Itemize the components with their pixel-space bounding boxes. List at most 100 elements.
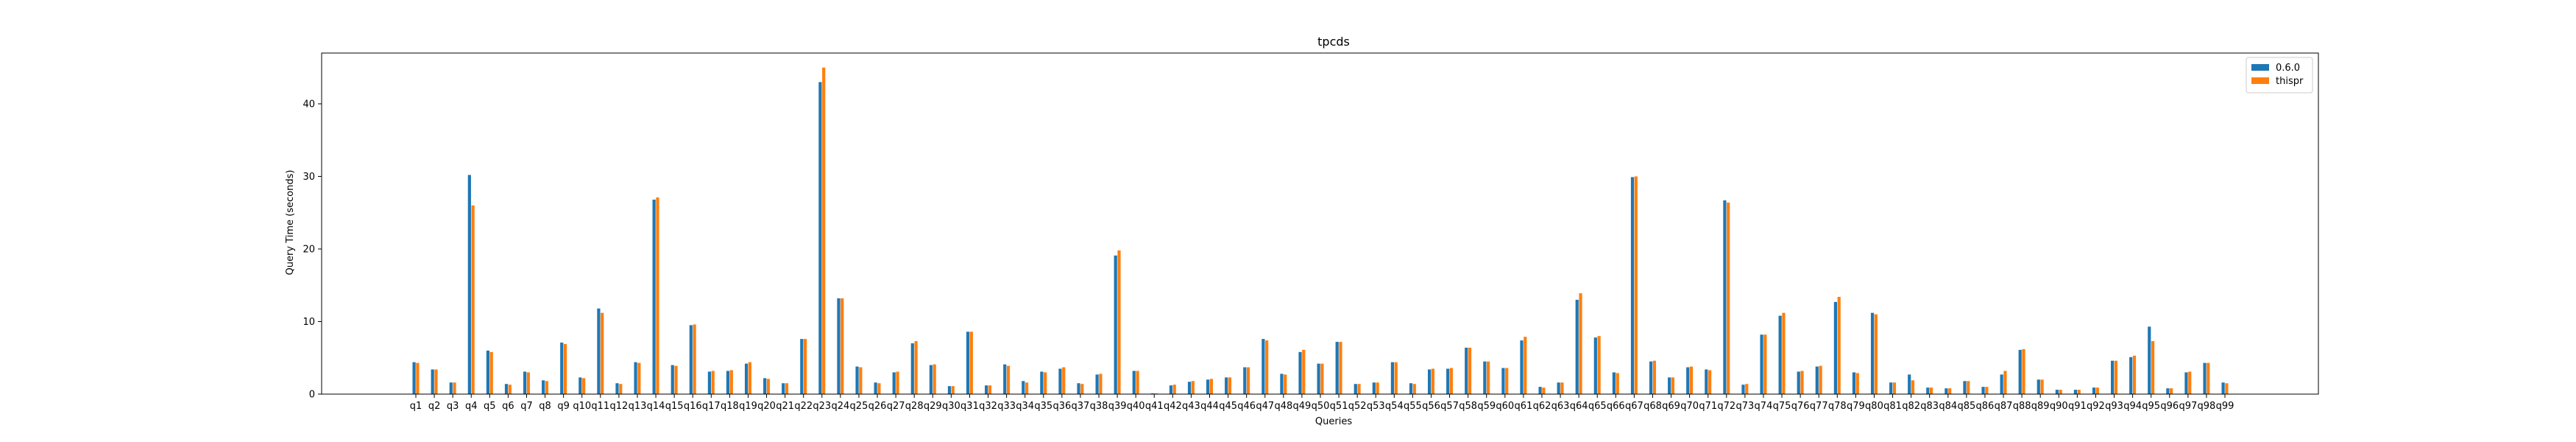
bar-thispr-q12 xyxy=(619,384,623,394)
x-tick-label-q42: q42 xyxy=(1164,401,1182,412)
bar-thispr-q52 xyxy=(1357,384,1361,394)
x-tick-label-q82: q82 xyxy=(1902,401,1920,412)
x-tick-label-q28: q28 xyxy=(905,401,924,412)
x-tick-label-q6: q6 xyxy=(502,401,514,412)
bar-thispr-q63 xyxy=(1560,382,1564,394)
bar-0-6-0-q57 xyxy=(1446,368,1450,394)
x-tick-label-q70: q70 xyxy=(1680,401,1699,412)
bar-0-6-0-q18 xyxy=(726,371,730,394)
x-tick-label-q36: q36 xyxy=(1052,401,1071,412)
bar-thispr-q7 xyxy=(526,372,530,394)
bar-thispr-q97 xyxy=(2188,371,2192,394)
x-axis: q1 q2 q3 q4 q5 q6 q7 q8 q9 q10 q11 q12 q13 q14 q15 q16 q… xyxy=(410,394,2234,412)
bar-thispr-q75 xyxy=(1782,312,1786,394)
x-tick-label-q66: q66 xyxy=(1607,401,1625,412)
bar-0-6-0-q27 xyxy=(892,372,896,394)
bar-thispr-q73 xyxy=(1745,384,1749,394)
bar-0-6-0-q58 xyxy=(1465,347,1468,394)
bar-thispr-q90 xyxy=(2059,390,2062,394)
bar-thispr-q89 xyxy=(2040,379,2044,394)
x-tick-label-q63: q63 xyxy=(1551,401,1570,412)
bar-thispr-q46 xyxy=(1246,367,1250,394)
bar-0-6-0-q50 xyxy=(1317,363,1320,394)
bar-0-6-0-q19 xyxy=(744,363,749,394)
bar-0-6-0-q1 xyxy=(412,362,416,394)
y-tick-label-30: 30 xyxy=(302,172,315,183)
bar-thispr-q16 xyxy=(693,324,696,394)
bar-0-6-0-q16 xyxy=(689,325,693,394)
bar-thispr-q14 xyxy=(656,197,659,394)
bar-0-6-0-q32 xyxy=(985,385,988,394)
bar-thispr-q94 xyxy=(2132,355,2137,394)
bar-thispr-q42 xyxy=(1172,385,1176,394)
bar-thispr-q31 xyxy=(969,332,973,394)
x-tick-label-q60: q60 xyxy=(1496,401,1514,412)
bar-0-6-0-q26 xyxy=(874,382,877,394)
bar-thispr-q36 xyxy=(1062,367,1066,394)
x-tick-label-q49: q49 xyxy=(1293,401,1312,412)
bar-thispr-q86 xyxy=(1985,387,1989,394)
x-tick-label-q96: q96 xyxy=(2160,401,2179,412)
x-tick-label-q88: q88 xyxy=(2013,401,2031,412)
bar-thispr-q64 xyxy=(1579,293,1582,394)
bar-thispr-q69 xyxy=(1671,377,1675,394)
x-tick-label-q51: q51 xyxy=(1330,401,1348,412)
bar-0-6-0-q40 xyxy=(1132,371,1136,394)
bar-0-6-0-q59 xyxy=(1483,361,1487,394)
x-tick-label-q32: q32 xyxy=(979,401,997,412)
bar-thispr-q47 xyxy=(1265,340,1269,394)
bar-0-6-0-q91 xyxy=(2073,390,2078,394)
bar-thispr-q82 xyxy=(1911,380,1915,394)
bar-0-6-0-q80 xyxy=(1870,312,1875,394)
x-tick-label-q69: q69 xyxy=(1662,401,1680,412)
bar-0-6-0-q73 xyxy=(1741,385,1745,394)
bar-0-6-0-q48 xyxy=(1280,373,1284,394)
x-tick-label-q57: q57 xyxy=(1440,401,1459,412)
x-tick-label-q95: q95 xyxy=(2142,401,2160,412)
x-tick-label-q54: q54 xyxy=(1385,401,1404,412)
x-tick-label-q78: q78 xyxy=(1828,401,1847,412)
x-tick-label-q25: q25 xyxy=(850,401,868,412)
bar-thispr-q25 xyxy=(859,367,863,394)
bar-0-6-0-q12 xyxy=(615,383,619,394)
bar-0-6-0-q35 xyxy=(1040,371,1044,394)
bar-thispr-q27 xyxy=(896,371,899,394)
bar-0-6-0-q93 xyxy=(2111,360,2115,394)
bar-thispr-q66 xyxy=(1616,373,1619,394)
bar-0-6-0-q88 xyxy=(2018,349,2022,394)
x-tick-label-q79: q79 xyxy=(1847,401,1865,412)
bar-0-6-0-q76 xyxy=(1797,371,1800,394)
bar-thispr-q53 xyxy=(1376,382,1379,394)
bar-thispr-q55 xyxy=(1412,384,1416,394)
bar-0-6-0-q74 xyxy=(1760,334,1763,394)
bar-thispr-q8 xyxy=(545,381,549,394)
bar-0-6-0-q31 xyxy=(966,332,970,394)
bar-thispr-q85 xyxy=(1967,381,1970,394)
bar-thispr-q78 xyxy=(1837,297,1841,394)
bar-thispr-q20 xyxy=(766,379,771,394)
x-tick-label-q65: q65 xyxy=(1588,401,1607,412)
bar-thispr-q6 xyxy=(508,385,512,394)
bar-0-6-0-q2 xyxy=(431,369,434,394)
bar-0-6-0-q70 xyxy=(1686,367,1690,394)
bar-thispr-q22 xyxy=(804,339,807,394)
bar-thispr-q50 xyxy=(1320,363,1324,394)
bar-0-6-0-q24 xyxy=(837,298,841,394)
bar-0-6-0-q55 xyxy=(1409,383,1413,394)
bar-thispr-q62 xyxy=(1542,387,1546,394)
bar-thispr-q54 xyxy=(1394,362,1398,394)
x-tick-label-q27: q27 xyxy=(887,401,905,412)
bar-thispr-q80 xyxy=(1874,314,1878,394)
bar-thispr-q65 xyxy=(1597,336,1601,394)
y-tick-label-0: 0 xyxy=(309,390,315,401)
bar-0-6-0-q22 xyxy=(800,339,804,394)
x-tick-label-q97: q97 xyxy=(2179,401,2197,412)
bar-thispr-q72 xyxy=(1727,202,1730,394)
x-tick-label-q12: q12 xyxy=(609,401,628,412)
bar-0-6-0-q46 xyxy=(1243,367,1247,394)
bar-thispr-q76 xyxy=(1800,371,1804,394)
bar-0-6-0-q97 xyxy=(2184,372,2188,394)
x-tick-label-q87: q87 xyxy=(1995,401,2013,412)
bar-0-6-0-q10 xyxy=(578,377,582,394)
bar-0-6-0-q56 xyxy=(1427,369,1432,394)
